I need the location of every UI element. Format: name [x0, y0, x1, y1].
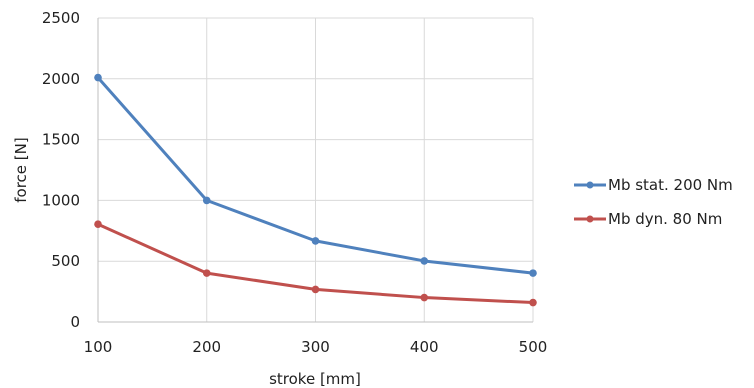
legend-dot-mb-dyn	[586, 215, 594, 223]
grid-lines	[98, 17, 534, 322]
data-point-1-0	[94, 220, 102, 229]
y-tick-label: 2500	[42, 9, 80, 27]
legend-item-mb-stat: Mb stat. 200 Nm	[574, 176, 733, 194]
data-point-0-0	[94, 73, 102, 82]
y-tick-label: 0	[70, 313, 80, 331]
legend-item-mb-dyn: Mb dyn. 80 Nm	[574, 210, 722, 228]
data-point-0-3	[420, 257, 429, 265]
data-point-0-2	[311, 237, 320, 245]
y-tick-label: 1500	[42, 131, 80, 149]
data-point-0-4	[529, 269, 537, 277]
legend-dot-mb-stat	[586, 181, 594, 189]
y-axis-title: force [N]	[12, 137, 30, 202]
data-point-1-1	[202, 269, 211, 277]
x-tick-label: 500	[519, 338, 548, 356]
data-point-1-4	[529, 298, 537, 307]
x-tick-label: 300	[301, 338, 330, 356]
axes	[97, 18, 533, 323]
data-point-0-1	[202, 196, 211, 205]
y-tick-label: 2000	[42, 70, 80, 88]
data-points	[94, 73, 537, 307]
tick-labels: 0 500 1000 1500 2000 2500 100 200 300 400 500	[42, 9, 548, 356]
legend: Mb stat. 200 Nm Mb dyn. 80 Nm	[574, 176, 733, 228]
x-axis-title: stroke [mm]	[269, 370, 361, 388]
legend-label-mb-stat: Mb stat. 200 Nm	[608, 176, 733, 194]
x-tick-label: 400	[410, 338, 439, 356]
x-tick-label: 100	[84, 338, 113, 356]
data-point-1-2	[311, 285, 320, 294]
legend-label-mb-dyn: Mb dyn. 80 Nm	[608, 210, 722, 228]
y-tick-label: 1000	[42, 191, 80, 209]
y-tick-label: 500	[51, 252, 80, 270]
x-tick-label: 200	[192, 338, 221, 356]
data-point-1-3	[420, 293, 429, 302]
